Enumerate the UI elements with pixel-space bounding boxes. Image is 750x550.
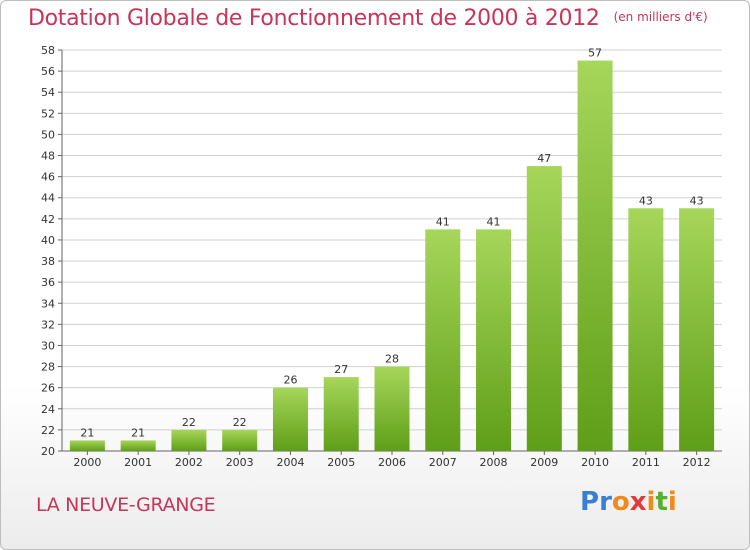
- x-tick-label: 2007: [429, 456, 457, 469]
- y-tick-label: 38: [41, 255, 55, 268]
- x-tick-label: 2006: [378, 456, 406, 469]
- unit-note: (en milliers d'€): [613, 10, 708, 24]
- y-tick-label: 30: [41, 339, 55, 352]
- bar-value-label: 41: [487, 215, 501, 228]
- x-tick-label: 2001: [124, 456, 152, 469]
- bar: [272, 387, 308, 451]
- x-tick-label: 2000: [73, 456, 101, 469]
- bar-value-label: 28: [385, 353, 399, 366]
- bar-value-label: 41: [436, 215, 450, 228]
- y-tick-label: 32: [41, 318, 55, 331]
- bar-value-label: 57: [588, 47, 602, 60]
- bar: [171, 429, 207, 451]
- bar: [476, 229, 512, 451]
- y-tick-label: 54: [41, 86, 55, 99]
- y-tick-label: 56: [41, 65, 55, 78]
- logo-letter: i: [667, 487, 677, 517]
- bar: [679, 208, 715, 451]
- y-tick-label: 40: [41, 234, 55, 247]
- logo-letter: o: [611, 487, 630, 517]
- logo-letter: P: [580, 487, 600, 517]
- x-tick-label: 2010: [581, 456, 609, 469]
- x-tick-label: 2004: [276, 456, 304, 469]
- logo-letter: t: [655, 487, 668, 517]
- y-tick-label: 42: [41, 213, 55, 226]
- y-tick-label: 46: [41, 171, 55, 184]
- chart-title-block: Dotation Globale de Fonctionnement de 20…: [28, 6, 708, 31]
- x-tick-label: 2008: [480, 456, 508, 469]
- y-tick-label: 22: [41, 424, 55, 437]
- bar: [577, 60, 613, 451]
- bar-value-label: 43: [639, 194, 653, 207]
- logo-letter: r: [599, 487, 612, 517]
- x-tick-label: 2012: [683, 456, 711, 469]
- y-tick-label: 52: [41, 107, 55, 120]
- x-tick-label: 2003: [226, 456, 254, 469]
- bar-value-label: 27: [334, 363, 348, 376]
- bar: [323, 377, 359, 451]
- x-tick-label: 2005: [327, 456, 355, 469]
- bar-value-label: 43: [690, 194, 704, 207]
- bar-value-label: 21: [131, 426, 145, 439]
- bar-value-label: 47: [537, 152, 551, 165]
- bar-value-label: 21: [80, 426, 94, 439]
- y-tick-label: 26: [41, 382, 55, 395]
- y-tick-label: 36: [41, 276, 55, 289]
- bar-value-label: 22: [182, 416, 196, 429]
- logo-letter: x: [629, 487, 647, 517]
- x-tick-label: 2002: [175, 456, 203, 469]
- bar: [425, 229, 461, 451]
- bar: [120, 440, 156, 451]
- bar: [222, 429, 258, 451]
- x-tick-label: 2009: [530, 456, 558, 469]
- commune-name: LA NEUVE-GRANGE: [36, 494, 216, 516]
- proxiti-logo: Proxiti: [580, 487, 677, 517]
- logo-letter: i: [646, 487, 656, 517]
- bar-value-label: 26: [283, 374, 297, 387]
- y-tick-label: 24: [41, 403, 55, 416]
- y-tick-label: 48: [41, 150, 55, 163]
- y-tick-label: 20: [41, 445, 55, 458]
- bar: [628, 208, 664, 451]
- y-tick-label: 58: [41, 44, 55, 57]
- x-tick-label: 2011: [632, 456, 660, 469]
- y-tick-label: 44: [41, 192, 55, 205]
- chart-title: Dotation Globale de Fonctionnement de 20…: [28, 6, 600, 31]
- y-tick-label: 50: [41, 128, 55, 141]
- bar: [526, 166, 562, 451]
- bar: [69, 440, 105, 451]
- bar: [374, 366, 410, 451]
- y-tick-label: 28: [41, 361, 55, 374]
- bar-value-label: 22: [233, 416, 247, 429]
- y-tick-label: 34: [41, 297, 55, 310]
